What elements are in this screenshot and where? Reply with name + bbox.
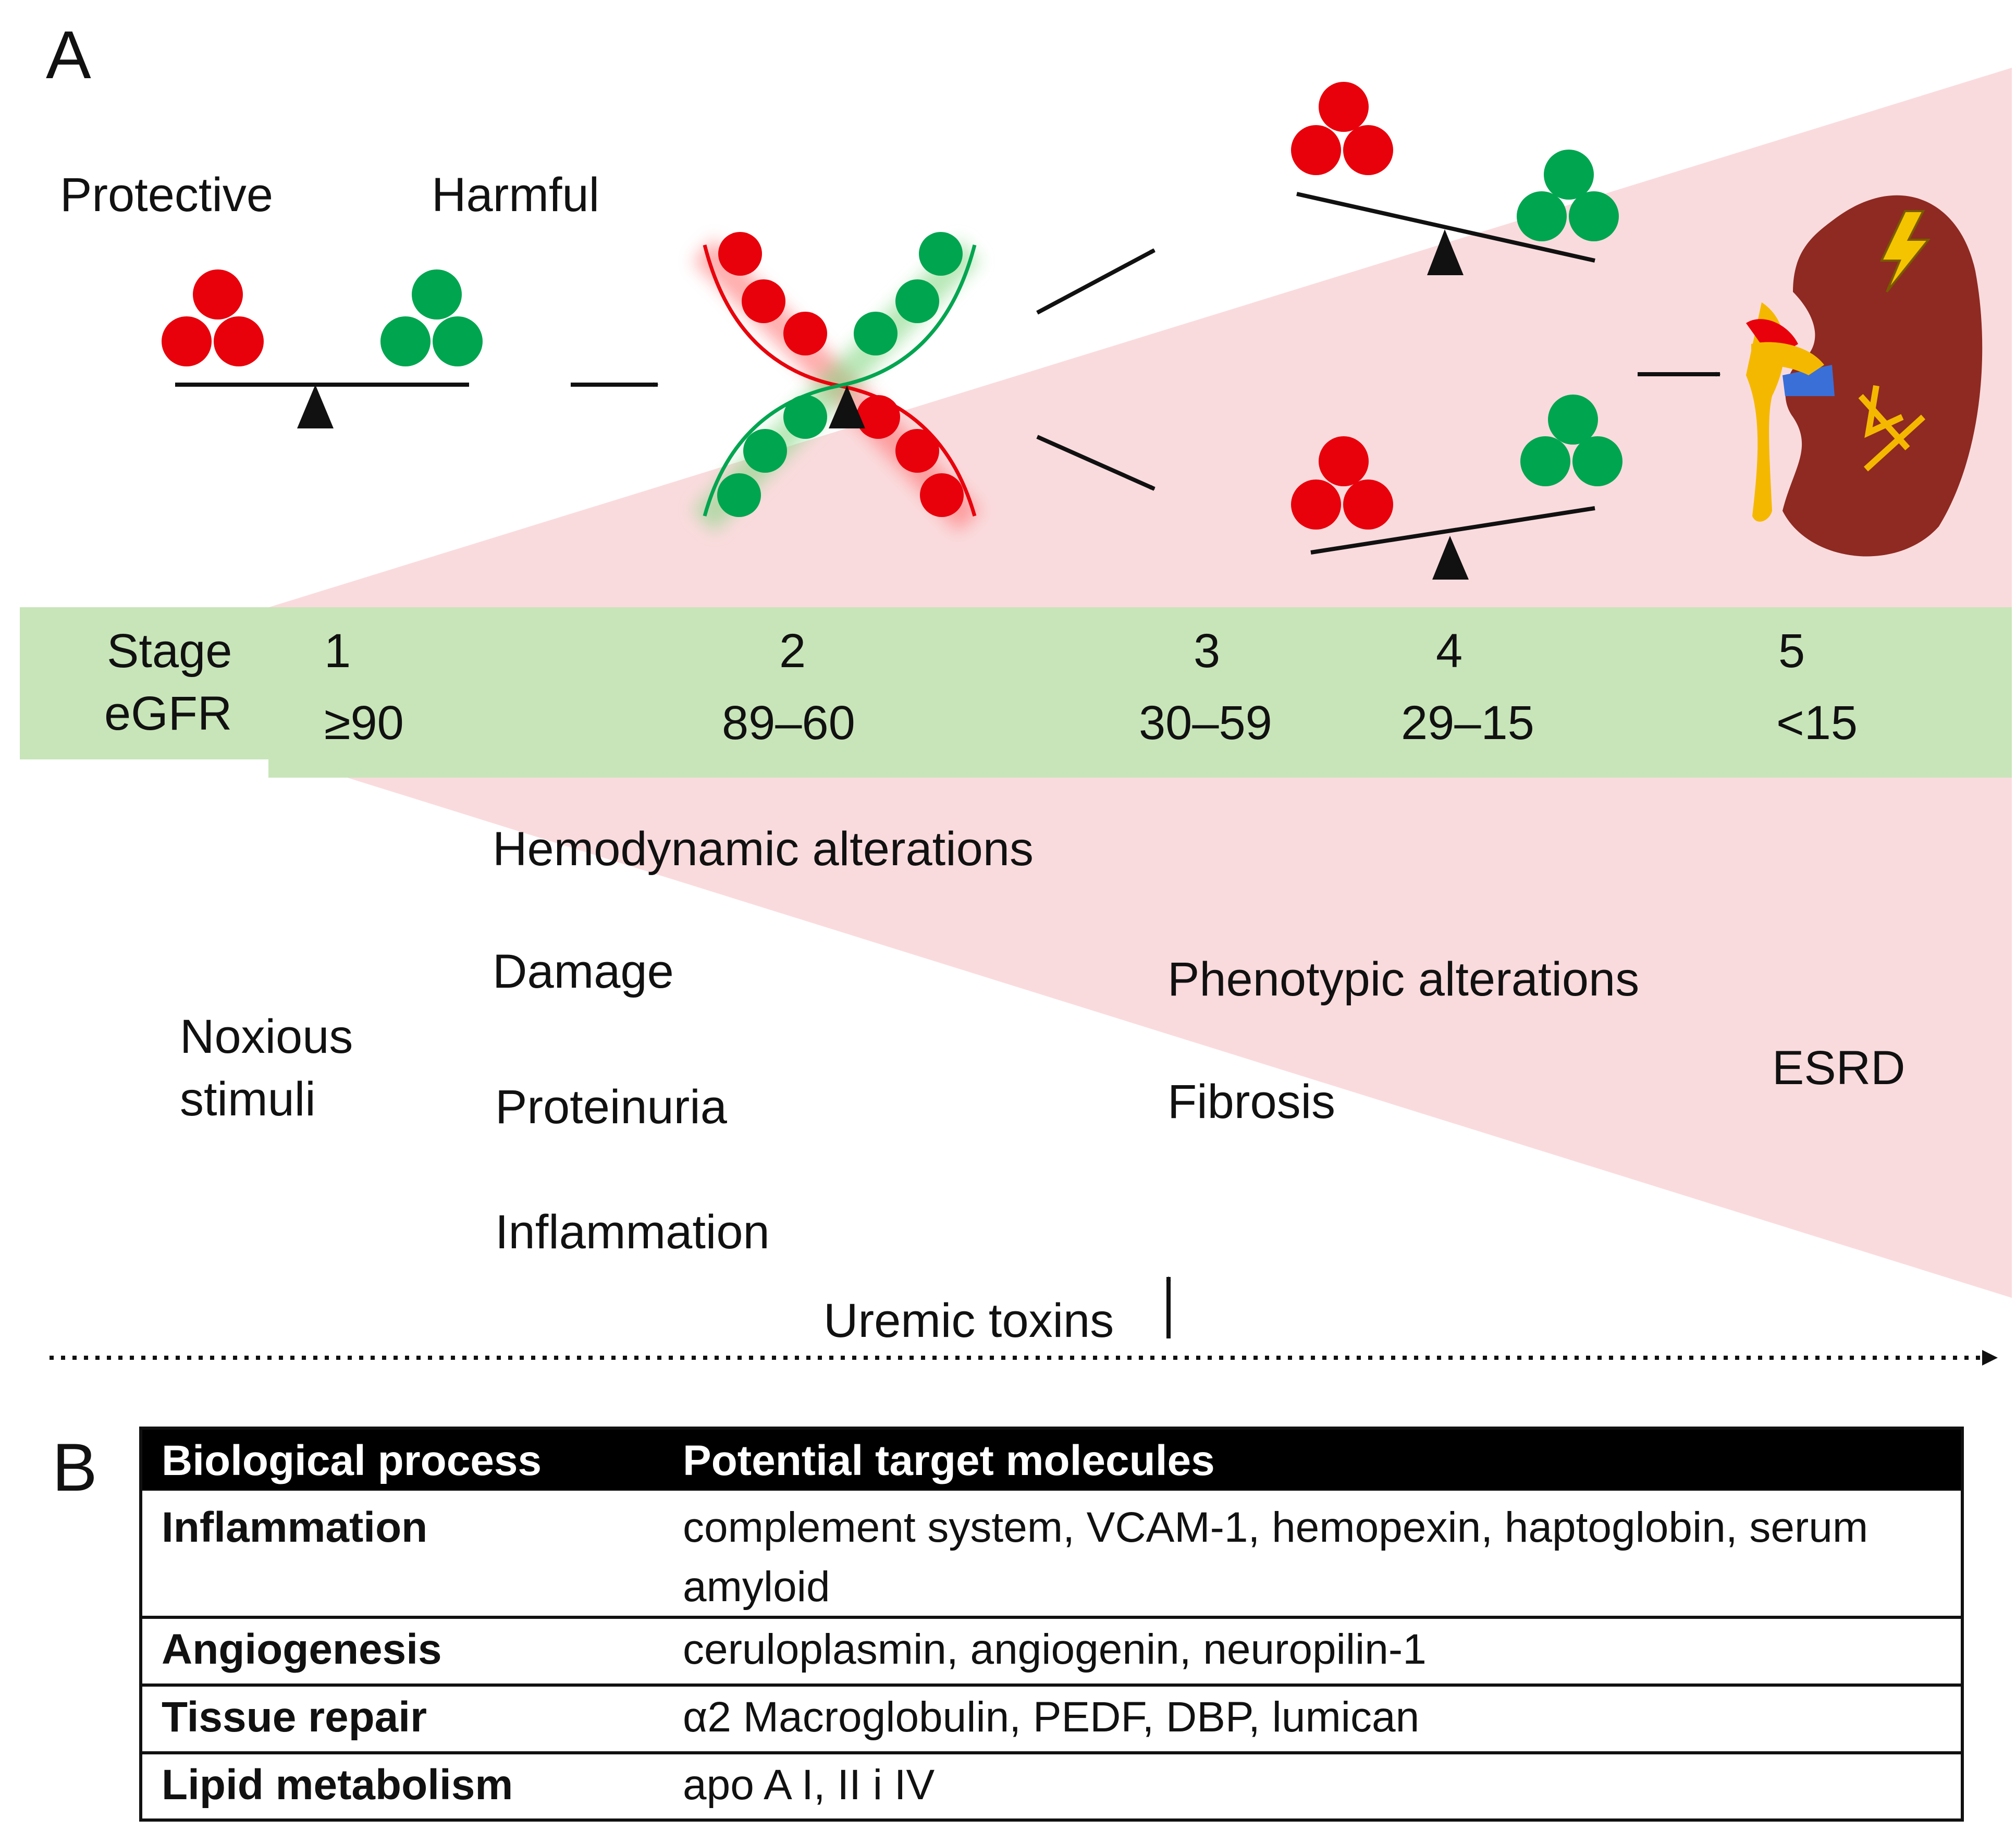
table-header: Potential target molecules	[683, 1437, 1215, 1484]
egfr-range: <15	[1776, 696, 1858, 749]
table-cell-process: Tissue repair	[162, 1693, 427, 1741]
fulcrum-icon	[1432, 536, 1469, 580]
protective-molecule	[718, 232, 762, 276]
late-process-label: Fibrosis	[1167, 1075, 1335, 1128]
table-cell-process: Angiogenesis	[162, 1626, 442, 1673]
tilted-scale-icon	[1291, 82, 1619, 275]
table-cell-molecules: ceruloplasmin, angiogenin, neuropilin-1	[683, 1626, 1427, 1673]
fulcrum-icon	[829, 386, 865, 428]
late-process-label: Phenotypic alterations	[1167, 953, 1639, 1006]
arrow-icon	[1036, 248, 1155, 315]
protective-molecule	[1343, 480, 1393, 530]
harmful-molecule	[380, 316, 431, 366]
harmful-label: Harmful	[432, 168, 599, 222]
early-process-label: Inflammation	[495, 1206, 770, 1259]
stage-number: 1	[324, 624, 351, 678]
stage-number: 3	[1194, 624, 1220, 678]
tilted-scale-icon	[1291, 395, 1622, 580]
harmful-molecule	[783, 395, 827, 439]
table-header: Biological process	[162, 1437, 542, 1484]
uremic-toxins-label: Uremic toxins	[823, 1294, 1114, 1347]
protective-molecule	[895, 429, 939, 473]
table-header-row	[141, 1428, 1962, 1491]
early-process-label: Proteinuria	[495, 1080, 728, 1134]
harmful-molecule	[433, 316, 483, 366]
stage-band	[20, 607, 2012, 778]
protective-label: Protective	[60, 168, 273, 222]
protective-molecule	[193, 269, 243, 319]
harmful-molecule	[1572, 436, 1622, 486]
lightning-icon	[1879, 210, 1931, 293]
table-cell-molecules: apo A I, II i IV	[683, 1761, 935, 1809]
table-cell-process: Lipid metabolism	[162, 1761, 513, 1809]
protective-molecule	[162, 316, 212, 366]
target-molecules-table: Biological process Potential target mole…	[139, 1427, 1964, 1822]
harmful-molecule	[1548, 395, 1598, 445]
egfr-header: eGFR	[104, 687, 232, 740]
table-cell-molecules: complement system, VCAM-1, hemopexin, ha…	[683, 1504, 1868, 1551]
protective-molecule	[856, 395, 900, 439]
harmful-molecule	[717, 473, 761, 517]
harmful-molecule	[1517, 191, 1567, 241]
harmful-molecule	[412, 269, 462, 319]
fulcrum-icon	[1427, 229, 1464, 275]
protective-molecule	[1343, 125, 1393, 175]
harmful-molecule	[895, 279, 939, 323]
table-cell-process: Inflammation	[162, 1504, 427, 1551]
panel-label-a: A	[46, 17, 91, 93]
harmful-molecule	[743, 429, 787, 473]
harmful-molecule	[1569, 191, 1619, 241]
arrow-icon	[1036, 435, 1155, 491]
harmful-molecule	[1520, 436, 1570, 486]
crossed-balance-icon	[692, 232, 981, 532]
stage-number: 4	[1436, 624, 1462, 678]
protective-molecule	[214, 316, 264, 366]
protective-molecule	[1319, 436, 1369, 486]
egfr-range: ≥90	[324, 696, 404, 749]
balanced-scale-icon	[162, 269, 483, 428]
early-process-label: Hemodynamic alterations	[493, 822, 1034, 876]
panel-label-b: B	[52, 1429, 97, 1505]
early-process-label: Damage	[493, 945, 674, 998]
noxious-stimuli-label: stimuli	[180, 1073, 316, 1126]
stage-number: 2	[779, 624, 806, 678]
harmful-molecule	[1544, 150, 1594, 200]
table-cell-molecules: α2 Macroglobulin, PEDF, DBP, lumican	[683, 1693, 1419, 1741]
table-cell-molecules: amyloid	[683, 1563, 830, 1611]
protective-molecule	[1319, 82, 1369, 132]
noxious-stimuli-label: Noxious	[180, 1010, 353, 1063]
stage-number: 5	[1778, 624, 1805, 678]
egfr-range: 89‒60	[722, 696, 855, 749]
harmful-molecule	[854, 312, 898, 355]
harmful-molecule	[919, 232, 963, 276]
protective-molecule	[783, 312, 827, 355]
protective-molecule	[920, 473, 964, 517]
esrd-label: ESRD	[1772, 1041, 1906, 1095]
protective-molecule	[742, 279, 785, 323]
fulcrum-icon	[297, 385, 334, 428]
protective-molecule	[1291, 480, 1341, 530]
stage-header: Stage	[107, 624, 232, 678]
kidney-icon	[1746, 195, 1983, 557]
egfr-range: 30‒59	[1139, 696, 1272, 749]
protective-molecule	[1291, 125, 1341, 175]
egfr-range: 29‒15	[1401, 696, 1534, 749]
